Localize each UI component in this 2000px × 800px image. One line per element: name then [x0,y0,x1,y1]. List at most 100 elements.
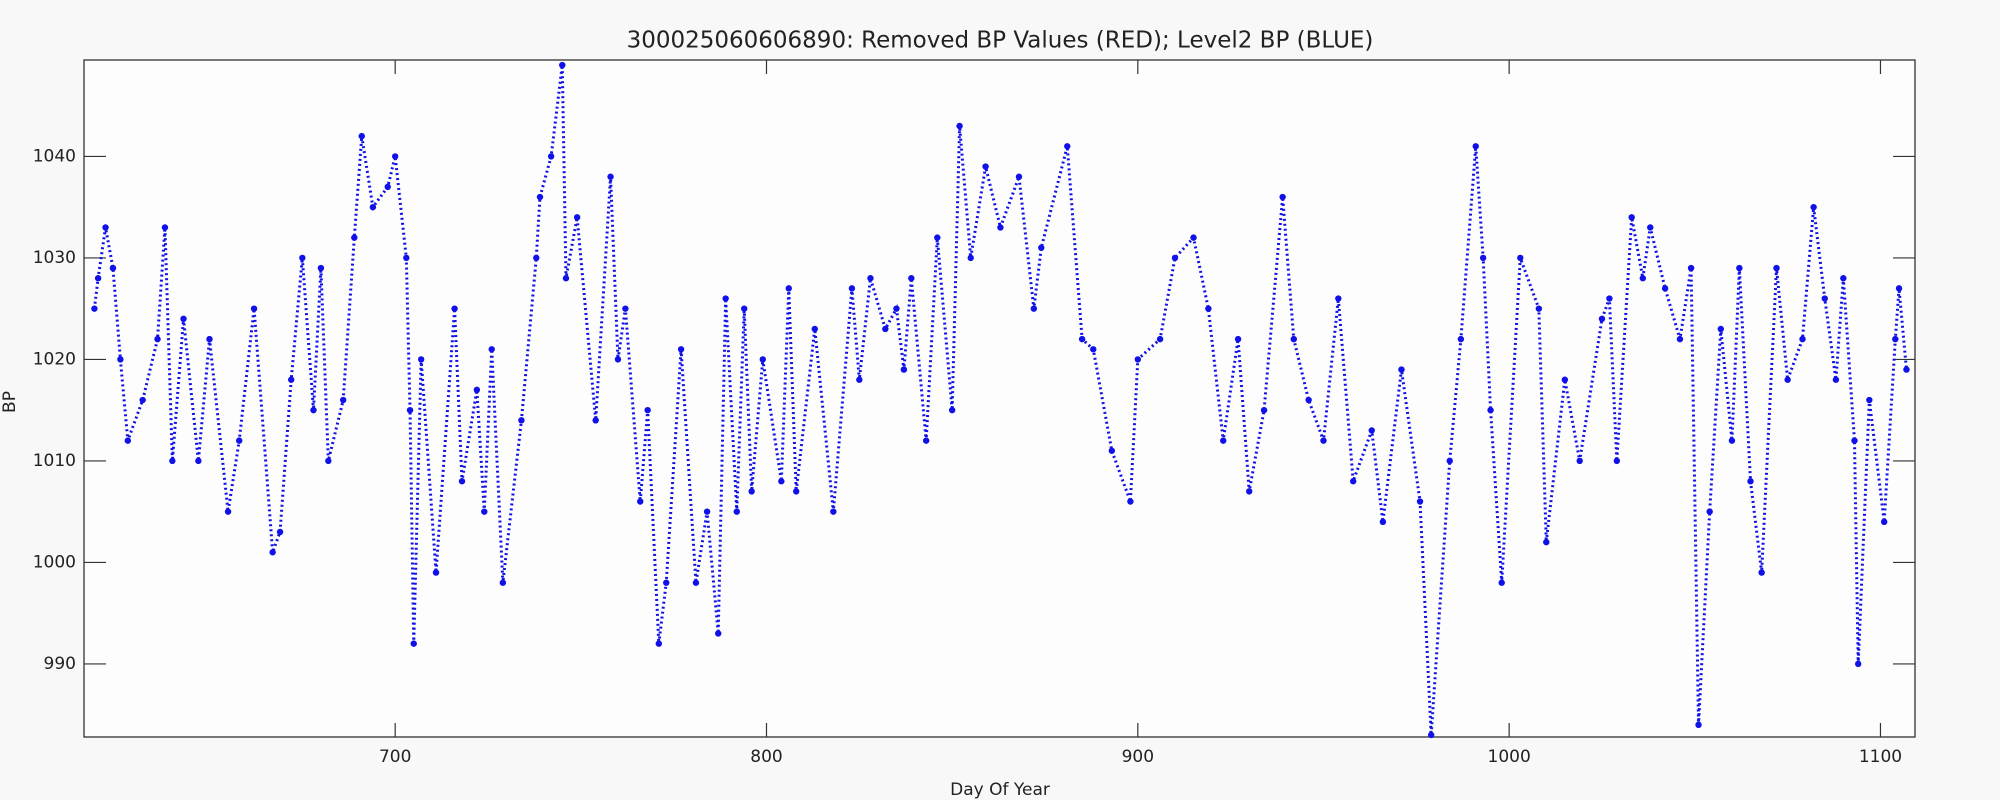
point [967,254,974,262]
point [1639,275,1647,282]
point [692,579,700,586]
point [369,203,377,211]
point [1457,335,1465,343]
point [867,275,874,282]
point [1472,143,1479,150]
point [830,508,837,515]
point [1246,488,1253,495]
point [325,457,332,465]
point [1854,660,1862,668]
point [432,569,440,576]
point [1190,234,1197,241]
x-tick-label: 1100 [1859,747,1902,767]
point [1706,508,1713,515]
point [458,478,466,485]
point [778,478,785,485]
point [109,264,117,272]
point [1799,335,1806,343]
point [785,285,792,292]
point [1747,478,1754,485]
point [417,356,425,363]
point [592,417,599,424]
point [1108,447,1116,454]
point [1260,406,1268,414]
chart-title: 300025060606890: Removed BP Values (RED)… [627,28,1374,54]
point [934,234,941,241]
point [908,275,915,282]
point [518,417,525,424]
point [102,224,109,231]
y-tick-label: 1000 [33,552,76,572]
point [154,335,161,343]
point [792,488,800,495]
point [722,295,729,302]
point [1368,427,1375,434]
point [384,183,391,191]
point [1305,396,1312,404]
point [1234,335,1242,343]
point [94,275,102,282]
point [1851,437,1858,444]
point [117,356,124,363]
point [536,193,544,201]
point [139,396,146,404]
point [1758,569,1765,576]
point [1773,264,1780,272]
point [1127,498,1134,505]
plot-frame [83,59,1916,738]
point [573,214,581,221]
point [1038,244,1045,251]
point [1535,305,1543,312]
point [703,508,711,515]
point [1810,203,1817,211]
point [169,457,176,465]
point [1498,579,1505,586]
point [637,498,644,505]
y-tick-label: 1040 [33,146,76,166]
point [900,366,908,373]
point [1320,437,1327,444]
point [644,406,651,414]
point [1561,376,1569,383]
point [1576,457,1583,465]
point [1892,335,1899,343]
point [997,224,1004,231]
point [339,396,347,404]
point [1205,305,1212,312]
point [1695,721,1702,729]
point [1134,356,1142,363]
point [559,61,566,69]
point [1290,335,1297,343]
point [948,406,956,414]
x-tick-label: 800 [750,747,782,767]
point [741,305,748,312]
point [473,386,481,394]
y-tick-label: 1010 [33,451,76,471]
point [1661,285,1669,292]
point [956,122,963,130]
point [236,437,243,444]
point [1446,457,1453,465]
point [882,325,889,333]
point [1078,335,1086,343]
point [1416,498,1424,505]
point [1676,335,1684,343]
point [1717,325,1724,333]
point [1090,346,1097,353]
y-tick-label: 990 [44,654,76,674]
point [317,264,325,272]
point [180,315,187,323]
point [1880,518,1888,526]
point [1647,224,1654,231]
point [1736,264,1743,272]
point [276,528,284,536]
point [1171,254,1179,262]
point [622,305,629,312]
trace [92,64,1908,736]
point [1895,285,1903,292]
point [663,579,670,586]
point [1784,376,1791,383]
point [1687,264,1695,272]
point [1156,335,1164,343]
point [748,488,755,495]
